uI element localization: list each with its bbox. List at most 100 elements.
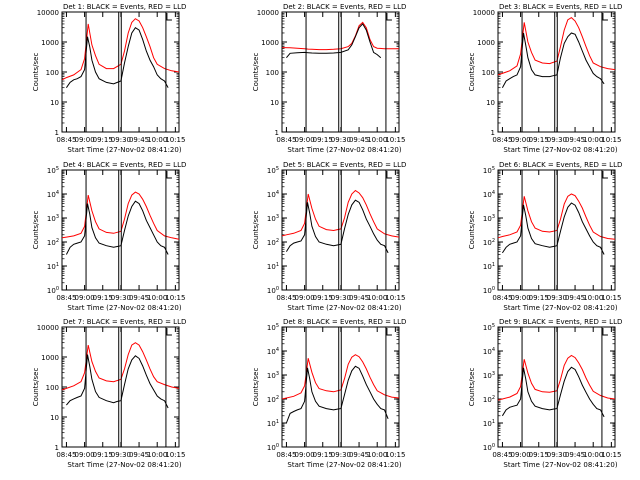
x-axis-label: Start Time (27-Nov-02 08:41:20): [503, 304, 617, 312]
plot-frame: [61, 11, 180, 133]
events-series-line: [501, 32, 605, 88]
lld-series-line: [62, 191, 180, 240]
x-tick-label: 09:30: [547, 451, 567, 459]
x-tick-label: 09:15: [529, 451, 549, 459]
y-axis-label: Counts/sec: [32, 368, 40, 407]
y-axis-label: Counts/sec: [32, 211, 40, 250]
x-tick-label: 10:00: [583, 294, 603, 302]
y-axis-label: Counts/sec: [468, 53, 476, 92]
y-tick-label: 102: [267, 395, 279, 404]
y-tick-label: 1000: [261, 39, 279, 47]
y-tick-label: 10000: [257, 9, 279, 17]
x-axis-label: Start Time (27-Nov-02 08:41:20): [67, 461, 181, 469]
y-tick-label: 100: [266, 69, 279, 77]
marker-bracket: [602, 328, 608, 336]
x-axis-label: Start Time (27-Nov-02 08:41:20): [67, 304, 181, 312]
y-tick-label: 1000: [477, 39, 495, 47]
marker-bracket: [602, 171, 608, 179]
marker-bracket: [386, 328, 392, 336]
x-tick-label: 09:15: [313, 136, 333, 144]
events-series-line: [285, 365, 389, 424]
x-tick-label: 08:45: [56, 294, 76, 302]
y-tick-label: 103: [267, 214, 279, 223]
plot-frame: [281, 11, 400, 133]
y-tick-label: 100: [482, 69, 495, 77]
x-tick-label: 09:00: [74, 294, 94, 302]
x-tick-label: 08:45: [56, 451, 76, 459]
y-tick-label: 103: [483, 214, 495, 223]
x-tick-label: 09:15: [93, 294, 113, 302]
x-tick-label: 10:15: [385, 451, 405, 459]
x-axis-label: Start Time (27-Nov-02 08:41:20): [503, 146, 617, 154]
x-tick-label: 09:15: [93, 451, 113, 459]
detector-panel: Det 1: BLACK = Events, RED = LLD Counts/s…: [32, 3, 186, 154]
y-tick-label: 10: [50, 99, 59, 107]
y-axis-label: Counts/sec: [32, 53, 40, 92]
y-tick-label: 101: [267, 262, 279, 271]
x-tick-label: 09:15: [529, 136, 549, 144]
plot-frame: [281, 326, 400, 448]
y-tick-label: 100: [483, 443, 495, 452]
x-tick-label: 09:30: [547, 136, 567, 144]
y-tick-label: 105: [483, 323, 495, 332]
y-tick-label: 104: [483, 347, 495, 356]
panel-title: Det 2: BLACK = Events, RED = LLD: [283, 3, 406, 11]
x-tick-label: 10:15: [165, 451, 185, 459]
y-tick-label: 100: [47, 286, 59, 295]
x-tick-label: 10:00: [583, 451, 603, 459]
detector-panel: Det 5: BLACK = Events, RED = LLD Counts/s…: [252, 161, 406, 312]
x-tick-label: 10:15: [165, 136, 185, 144]
x-tick-label: 09:30: [547, 294, 567, 302]
x-tick-label: 08:45: [492, 451, 512, 459]
x-tick-label: 10:00: [147, 451, 167, 459]
y-tick-label: 105: [267, 323, 279, 332]
x-axis-label: Start Time (27-Nov-02 08:41:20): [287, 146, 401, 154]
x-tick-label: 10:15: [601, 136, 621, 144]
y-tick-label: 103: [267, 371, 279, 380]
y-tick-label: 100: [267, 286, 279, 295]
x-tick-label: 09:45: [129, 451, 149, 459]
detector-panel: Det 3: BLACK = Events, RED = LLD Counts/s…: [468, 3, 622, 154]
marker-bracket: [386, 13, 392, 21]
y-axis-label: Counts/sec: [252, 53, 260, 92]
y-tick-label: 100: [483, 286, 495, 295]
events-series-line: [65, 200, 169, 255]
y-tick-label: 103: [483, 371, 495, 380]
y-tick-label: 103: [47, 214, 59, 223]
x-tick-label: 08:45: [276, 451, 296, 459]
x-tick-label: 09:45: [129, 294, 149, 302]
y-tick-label: 1000: [41, 354, 59, 362]
x-tick-label: 09:15: [529, 294, 549, 302]
x-tick-label: 10:00: [583, 136, 603, 144]
x-tick-label: 10:15: [601, 451, 621, 459]
x-tick-label: 09:45: [349, 136, 369, 144]
plot-frame: [497, 326, 616, 448]
lld-series-line: [497, 193, 616, 240]
plot-frame: [61, 169, 180, 291]
x-tick-label: 09:30: [331, 136, 351, 144]
x-tick-label: 10:00: [367, 294, 387, 302]
y-axis-label: Counts/sec: [468, 211, 476, 250]
x-tick-label: 10:00: [367, 136, 387, 144]
lld-series-line: [281, 189, 400, 238]
y-tick-label: 10000: [37, 9, 59, 17]
panel-title: Det 8: BLACK = Events, RED = LLD: [283, 318, 406, 326]
x-tick-label: 09:45: [565, 136, 585, 144]
y-tick-label: 10000: [37, 324, 59, 332]
lld-series-line: [282, 21, 399, 51]
y-tick-label: 102: [483, 395, 495, 404]
x-tick-label: 09:00: [294, 136, 314, 144]
marker-bracket: [166, 328, 172, 336]
y-tick-label: 1000: [41, 39, 59, 47]
y-tick-label: 10: [270, 99, 279, 107]
marker-bracket: [166, 171, 172, 179]
x-tick-label: 09:30: [111, 136, 131, 144]
y-tick-label: 1: [55, 129, 59, 137]
panel-title: Det 7: BLACK = Events, RED = LLD: [63, 318, 186, 326]
y-tick-label: 101: [47, 262, 59, 271]
plot-frame: [497, 169, 616, 291]
y-tick-label: 104: [483, 190, 495, 199]
x-tick-label: 09:30: [331, 294, 351, 302]
y-tick-label: 101: [483, 262, 495, 271]
